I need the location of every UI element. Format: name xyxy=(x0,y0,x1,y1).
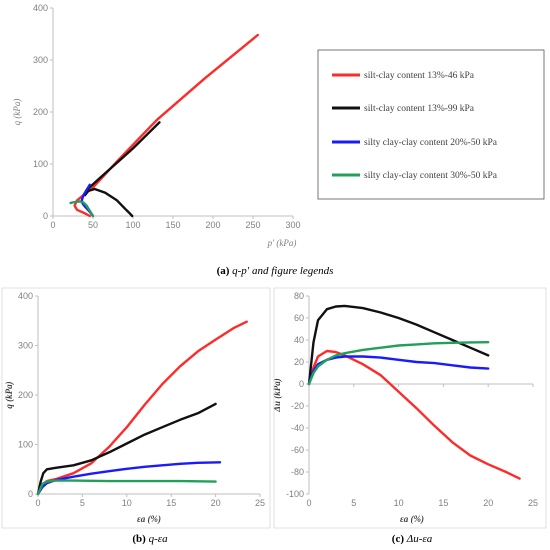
series-line-blue xyxy=(307,355,490,386)
y-tick-label: 0 xyxy=(43,211,48,221)
x-tick-label: 5 xyxy=(80,498,85,508)
panel-b-frame xyxy=(1,287,271,529)
caption-b-tag: (b) xyxy=(132,533,148,545)
y-axis-label: q (kPa) xyxy=(4,381,14,408)
x-tick-label: 300 xyxy=(285,220,300,230)
y-tick-label: 0 xyxy=(28,489,33,499)
y-axis-label: q (kPa) xyxy=(12,99,22,126)
series-line-blue xyxy=(36,461,222,496)
x-axis-label: p′ (kPa) xyxy=(267,238,297,248)
x-tick-label: 25 xyxy=(528,498,538,508)
series-line-black xyxy=(83,121,161,218)
caption-b-text: q-εa xyxy=(149,533,168,545)
x-tick-label: 5 xyxy=(351,498,356,508)
x-axis-label: εa (%) xyxy=(137,514,161,524)
x-tick-label: 25 xyxy=(255,498,265,508)
panel-a-chart: 0 50 100 150 200 250 300 0 100 200 300 400 p′ (kPa) q… xyxy=(12,3,301,248)
y-tick-label: -100 xyxy=(286,489,304,499)
panel-c-frame xyxy=(273,287,547,529)
y-tick-label: -60 xyxy=(291,445,304,455)
series-line-green xyxy=(307,341,490,386)
legend-label-green: silty clay-clay content 30%-50 kPa xyxy=(364,171,498,181)
series-line-red xyxy=(73,33,259,218)
x-tick-label: 15 xyxy=(166,498,176,508)
y-tick-label: -20 xyxy=(291,401,304,411)
series-line-red xyxy=(307,349,521,480)
y-tick-label: 40 xyxy=(294,335,304,345)
y-tick-label: 400 xyxy=(18,291,33,301)
x-tick-label: 0 xyxy=(306,498,311,508)
y-tick-label: 0 xyxy=(299,379,304,389)
caption-b: (b) q-εa xyxy=(132,533,168,545)
x-tick-label: 250 xyxy=(245,220,260,230)
panel-c-chart: 0 5 10 15 20 25 -100 -80 -60 -40 -20 0 20 40 60 80 εa (%… xyxy=(272,291,538,524)
y-tick-label: 80 xyxy=(294,291,304,301)
legend-label-red: silt-clay content 13%-46 kPa xyxy=(364,71,475,81)
y-tick-label: -80 xyxy=(291,467,304,477)
y-tick-label: 100 xyxy=(33,159,48,169)
y-tick-label: 200 xyxy=(33,107,48,117)
legend: silt-clay content 13%-46 kPa silt-clay c… xyxy=(317,49,545,200)
x-tick-label: 200 xyxy=(205,220,220,230)
y-tick-label: 20 xyxy=(294,357,304,367)
x-tick-label: 10 xyxy=(394,498,404,508)
y-tick-label: -40 xyxy=(291,423,304,433)
legend-label-blue: silty clay-clay content 20%-50 kPa xyxy=(364,138,498,148)
caption-a-tag: (a) xyxy=(217,265,233,277)
x-tick-label: 15 xyxy=(438,498,448,508)
y-tick-label: 100 xyxy=(18,440,33,450)
y-axis-label: Δu (kPa) xyxy=(272,378,282,412)
x-tick-label: 0 xyxy=(35,498,40,508)
caption-a-text: q-p′ and figure legends xyxy=(232,265,333,277)
x-tick-label: 50 xyxy=(88,220,98,230)
caption-a: (a) q-p′ and figure legends xyxy=(217,265,334,277)
series-line-black xyxy=(36,402,217,496)
x-axis-label: εa (%) xyxy=(400,514,424,524)
x-tick-label: 10 xyxy=(122,498,132,508)
caption-c-tag: (c) xyxy=(392,533,407,545)
series-line-green xyxy=(69,200,95,218)
legend-label-black: silt-clay content 13%-99 kPa xyxy=(364,104,475,114)
x-tick-label: 20 xyxy=(483,498,493,508)
y-tick-label: 300 xyxy=(18,341,33,351)
x-tick-label: 150 xyxy=(165,220,180,230)
caption-c-text: Δu-εa xyxy=(406,533,433,545)
caption-c: (c) Δu-εa xyxy=(392,533,433,545)
series-line-green xyxy=(36,479,217,496)
x-tick-label: 20 xyxy=(211,498,221,508)
series-line-black xyxy=(307,304,490,386)
x-tick-label: 0 xyxy=(50,220,55,230)
y-tick-label: 60 xyxy=(294,313,304,323)
x-tick-label: 100 xyxy=(125,220,140,230)
y-tick-label: 400 xyxy=(33,3,48,13)
y-tick-label: 200 xyxy=(18,390,33,400)
panel-b-chart: 0 5 10 15 20 25 0 100 200 300 400 εa (%) q (kPa) xyxy=(4,291,265,524)
y-tick-label: 300 xyxy=(33,55,48,65)
